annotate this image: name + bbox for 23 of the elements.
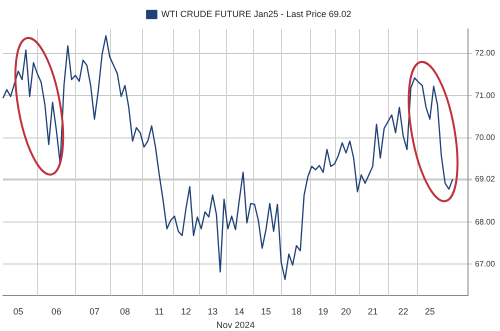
x-axis-title: Nov 2024	[216, 320, 255, 330]
y-tick-label: 71.00	[474, 90, 496, 100]
x-tick-label: 20	[341, 306, 352, 316]
y-tick-label: 67.00	[474, 259, 496, 268]
x-tick-label: 08	[120, 306, 130, 316]
x-tick-label: 12	[180, 306, 191, 316]
x-tick-label: 15	[260, 306, 271, 316]
legend-label: WTI CRUDE FUTURE Jan25 - Last Price 69.02	[161, 8, 352, 19]
x-tick-label: 11	[154, 306, 164, 316]
y-tick-label: 69.02	[474, 174, 496, 184]
x-tick-label: 19	[318, 306, 328, 316]
x-tick-label: 22	[398, 306, 408, 316]
y-tick-label: 70.00	[474, 132, 496, 142]
x-tick-label: 18	[291, 306, 302, 316]
y-tick-label: 68.00	[474, 217, 496, 226]
x-tick-label: 21	[368, 306, 378, 316]
x-tick-label: 06	[51, 306, 62, 316]
x-tick-label: 25	[424, 306, 435, 316]
x-tick-label: 05	[13, 306, 24, 316]
x-tick-label: 14	[234, 306, 244, 316]
y-tick-label: 72.00	[474, 48, 496, 58]
x-tick-label: 07	[89, 306, 100, 316]
x-tick-label: 13	[208, 306, 218, 316]
